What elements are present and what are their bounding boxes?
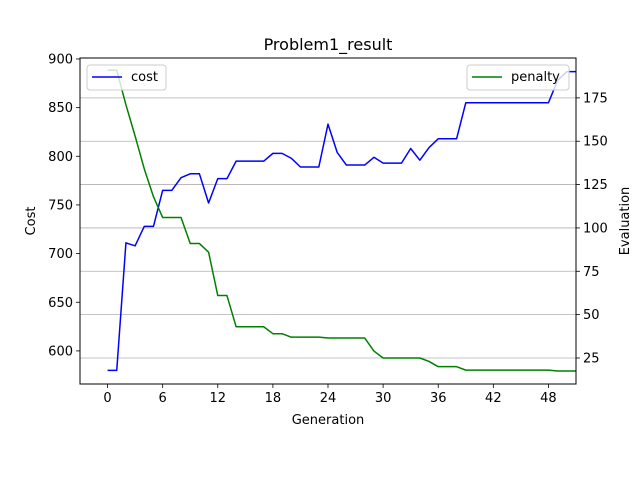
right-tick-label: 50 xyxy=(583,308,600,323)
left-tick-label: 900 xyxy=(48,52,73,67)
left-axis-label: Cost xyxy=(24,207,39,236)
series-line-cost xyxy=(107,70,576,372)
left-tick-label: 600 xyxy=(48,344,73,359)
right-tick-label: 150 xyxy=(583,135,608,150)
x-tick-label: 48 xyxy=(540,391,557,406)
x-tick-label: 18 xyxy=(265,391,282,406)
right-tick-label: 100 xyxy=(583,221,608,236)
left-tick-label: 850 xyxy=(48,101,73,116)
x-tick-label: 12 xyxy=(210,391,227,406)
series-layer xyxy=(107,69,576,372)
right-axis-label: Evaluation xyxy=(618,187,633,256)
x-tick-label: 6 xyxy=(159,391,167,406)
x-axis-label: Generation xyxy=(292,413,365,428)
left-tick-label: 750 xyxy=(48,198,73,213)
right-axis-ticks: 25 50 75 100 125 150 175 xyxy=(576,91,608,366)
left-axis-ticks: 600 650 700 750 800 850 900 xyxy=(48,52,80,359)
x-tick-label: 36 xyxy=(430,391,447,406)
x-tick-label: 0 xyxy=(103,391,111,406)
x-axis-ticks: 0 6 12 18 24 30 36 42 48 xyxy=(103,384,557,406)
series-line-penalty xyxy=(107,69,576,372)
x-tick-label: 42 xyxy=(485,391,502,406)
legend-right: penalty xyxy=(466,64,570,91)
right-tick-label: 75 xyxy=(583,265,600,280)
legend-right-box xyxy=(466,64,570,91)
grid xyxy=(80,97,576,359)
legend-penalty-label: penalty xyxy=(511,70,560,85)
chart-title: Problem1_result xyxy=(264,35,393,55)
x-tick-label: 24 xyxy=(320,391,337,406)
left-tick-label: 800 xyxy=(48,150,73,165)
left-tick-label: 700 xyxy=(48,247,73,262)
legend-left: cost xyxy=(86,64,167,91)
right-tick-label: 25 xyxy=(583,351,600,366)
left-tick-label: 650 xyxy=(48,296,73,311)
legend-left-box xyxy=(86,64,167,91)
right-tick-label: 125 xyxy=(583,178,608,193)
right-tick-label: 175 xyxy=(583,91,608,106)
x-tick-label: 30 xyxy=(375,391,392,406)
legend-cost-label: cost xyxy=(131,70,158,85)
